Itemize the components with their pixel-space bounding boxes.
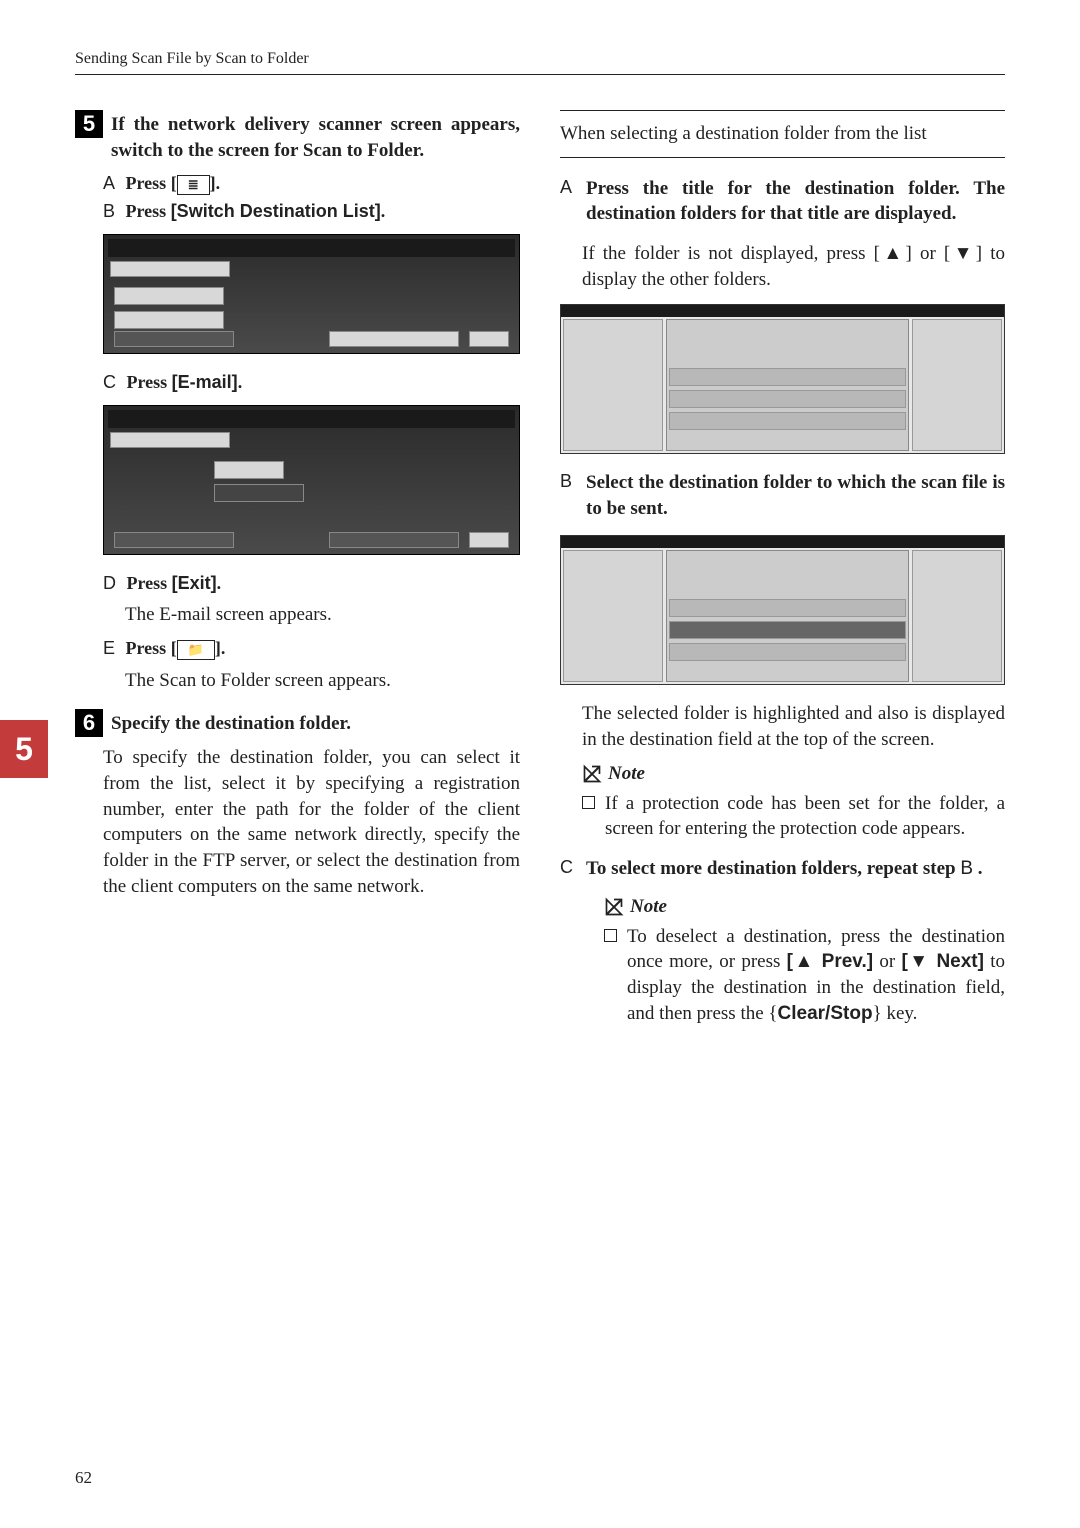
step-5-heading: 5 If the network delivery scanner screen… xyxy=(75,110,520,163)
bullet-box-icon-2 xyxy=(604,929,617,942)
right-a-text: Press the title for the destination fold… xyxy=(586,176,1005,227)
substep-5a-press: Press xyxy=(126,173,171,193)
substep-label-a: A xyxy=(103,173,115,193)
note-icon-2 xyxy=(604,897,624,917)
step-number-5: 5 xyxy=(75,110,103,138)
note-1-label: Note xyxy=(608,763,645,785)
right-b-text: Select the destination folder to which t… xyxy=(586,470,1005,521)
substep-label-c: C xyxy=(103,372,116,392)
substep-5e-after: The Scan to Folder screen appears. xyxy=(125,668,520,694)
bullet-box-icon xyxy=(582,796,595,809)
right-substep-b: B Select the destination folder to which… xyxy=(560,470,1005,521)
substep-5d: D Press [Exit]. xyxy=(103,573,520,594)
screenshot-email xyxy=(103,405,520,555)
substep-5b-press: Press xyxy=(126,201,171,221)
right-label-b: B xyxy=(560,470,582,492)
page-number: 62 xyxy=(75,1468,92,1488)
note-2-heading: Note xyxy=(604,896,1005,918)
substep-5c: C Press [E-mail]. xyxy=(103,372,520,393)
step-number-6: 6 xyxy=(75,709,103,737)
right-label-a: A xyxy=(560,176,582,198)
substep-5e: E Press [📁]. xyxy=(103,638,520,660)
screenshot-folder-selected xyxy=(560,535,1005,685)
folder-icon: 📁 xyxy=(177,640,215,660)
note-icon xyxy=(582,764,602,784)
note-1-text: If a protection code has been set for th… xyxy=(605,791,1005,842)
switch-dest-list-label: [Switch Destination List] xyxy=(171,201,381,221)
note-2-text: To deselect a destination, press the des… xyxy=(627,924,1005,1027)
substep-5d-press: Press xyxy=(127,573,172,593)
step-5-text: If the network delivery scanner screen a… xyxy=(111,110,520,163)
list-icon: ≣ xyxy=(177,175,210,195)
right-c-ref: B xyxy=(960,858,973,879)
substep-5d-after: The E-mail screen appears. xyxy=(125,602,520,628)
note-1-heading: Note xyxy=(582,763,1005,785)
screenshot-folder-list xyxy=(560,304,1005,454)
note-2-bullet: To deselect a destination, press the des… xyxy=(604,924,1005,1027)
step-6-heading: 6 Specify the destination folder. xyxy=(75,709,520,737)
substep-5e-press: Press xyxy=(126,638,171,658)
left-column: 5 If the network delivery scanner screen… xyxy=(75,110,520,1026)
right-substep-a: A Press the title for the destination fo… xyxy=(560,176,1005,227)
clear-stop-key: Clear/Stop xyxy=(778,1003,873,1024)
note-2-post: key. xyxy=(882,1003,918,1024)
right-c-post: . xyxy=(973,858,983,879)
section-title: When selecting a destination folder from… xyxy=(560,110,1005,158)
email-label: [E-mail] xyxy=(172,372,238,392)
page-header: Sending Scan File by Scan to Folder xyxy=(75,50,1005,75)
substep-label-e: E xyxy=(103,638,115,658)
chapter-tab: 5 xyxy=(0,720,48,778)
screenshot-switch-dest xyxy=(103,234,520,354)
substep-5a: A Press [≣]. xyxy=(103,173,520,195)
right-column: When selecting a destination folder from… xyxy=(560,110,1005,1026)
note-2-label: Note xyxy=(630,896,667,918)
right-substep-c: C To select more destination folders, re… xyxy=(560,856,1005,882)
right-label-c: C xyxy=(560,856,582,878)
step-6-text: Specify the destination folder. xyxy=(111,709,351,737)
right-a-after: If the folder is not displayed, press [▲… xyxy=(582,241,1005,292)
right-c-pre: To select more destination folders, repe… xyxy=(586,858,960,879)
right-b-after: The selected folder is highlighted and a… xyxy=(582,701,1005,752)
right-c-text: To select more destination folders, repe… xyxy=(586,856,983,882)
substep-label-d: D xyxy=(103,573,116,593)
substep-5b: B Press [Switch Destination List]. xyxy=(103,201,520,222)
exit-label: [Exit] xyxy=(172,573,217,593)
substep-label-b: B xyxy=(103,201,115,221)
step-6-body: To specify the destination folder, you c… xyxy=(103,745,520,899)
note-1-bullet: If a protection code has been set for th… xyxy=(582,791,1005,842)
next-button-label: [▼ Next] xyxy=(901,951,984,972)
substep-5c-press: Press xyxy=(127,372,172,392)
prev-button-label: [▲ Prev.] xyxy=(787,951,873,972)
note-2-or: or xyxy=(873,951,901,972)
